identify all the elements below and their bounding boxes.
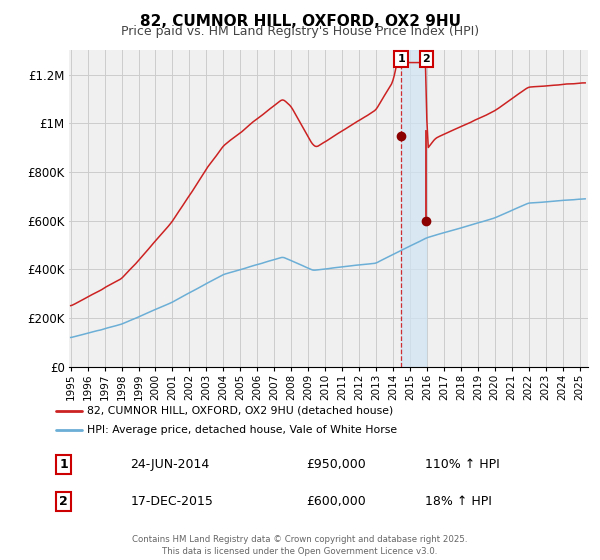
Text: 82, CUMNOR HILL, OXFORD, OX2 9HU (detached house): 82, CUMNOR HILL, OXFORD, OX2 9HU (detach… — [86, 405, 393, 416]
Text: Contains HM Land Registry data © Crown copyright and database right 2025.
This d: Contains HM Land Registry data © Crown c… — [132, 535, 468, 556]
Text: 2: 2 — [422, 54, 430, 64]
Bar — [401, 50, 426, 367]
Text: Price paid vs. HM Land Registry's House Price Index (HPI): Price paid vs. HM Land Registry's House … — [121, 25, 479, 38]
Text: 24-JUN-2014: 24-JUN-2014 — [131, 458, 210, 472]
Text: £950,000: £950,000 — [306, 458, 366, 472]
Text: 82, CUMNOR HILL, OXFORD, OX2 9HU: 82, CUMNOR HILL, OXFORD, OX2 9HU — [139, 14, 461, 29]
Text: 17-DEC-2015: 17-DEC-2015 — [131, 494, 214, 508]
Text: 1: 1 — [59, 458, 68, 472]
Text: HPI: Average price, detached house, Vale of White Horse: HPI: Average price, detached house, Vale… — [86, 425, 397, 435]
Text: 2: 2 — [59, 494, 68, 508]
Text: £600,000: £600,000 — [306, 494, 366, 508]
Text: 110% ↑ HPI: 110% ↑ HPI — [425, 458, 499, 472]
Text: 1: 1 — [397, 54, 405, 64]
Text: 18% ↑ HPI: 18% ↑ HPI — [425, 494, 491, 508]
